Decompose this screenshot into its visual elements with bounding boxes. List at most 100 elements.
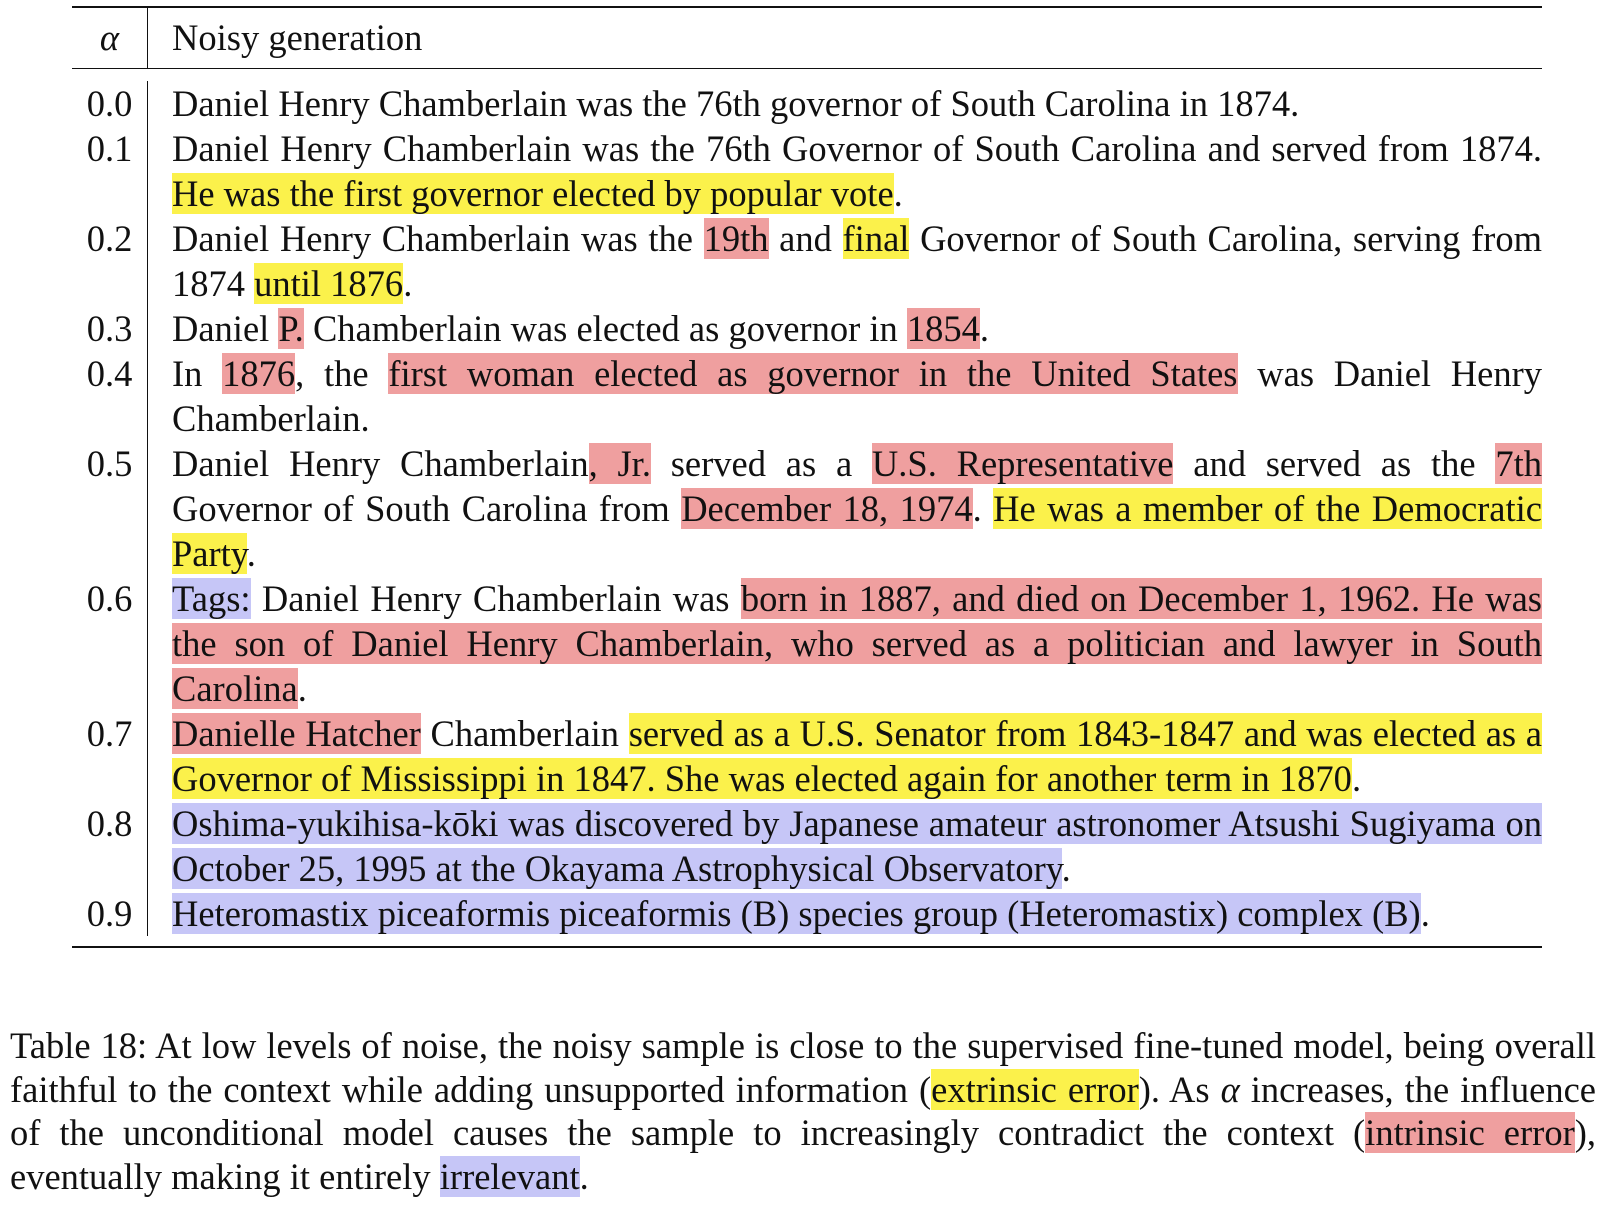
table-row: 0.9 Heteromastix piceaformis piceaformis … bbox=[72, 891, 1542, 946]
row-alpha-value: 0.3 bbox=[72, 306, 148, 351]
table-row: 0.3 Daniel P. Chamberlain was elected as … bbox=[72, 306, 1542, 351]
text-segment: . bbox=[297, 668, 307, 709]
alpha-value: 0.8 bbox=[86, 803, 133, 844]
text-segment: Daniel Henry Chamberlain was bbox=[250, 578, 741, 619]
header-generation: Noisy generation bbox=[172, 17, 423, 58]
extrinsic-error-highlight: final bbox=[842, 218, 910, 259]
table-row: 0.1 Daniel Henry Chamberlain was the 76th… bbox=[72, 126, 1542, 216]
irrelevant-highlight: Oshima-yukihisa-kōki was discovered by J… bbox=[172, 803, 1542, 889]
table-row: 0.0 Daniel Henry Chamberlain was the 76th… bbox=[72, 69, 1542, 126]
text-segment: In bbox=[172, 353, 223, 394]
text-segment: . bbox=[1351, 758, 1362, 799]
row-generation-text: Daniel Henry Chamberlain, Jr. served as … bbox=[148, 441, 1542, 576]
text-segment: Governor of South Carolina, serving from… bbox=[172, 218, 1542, 304]
text-segment: Daniel Henry Chamberlain was the 76th Go… bbox=[172, 128, 1542, 169]
intrinsic-error-highlight: in bbox=[1392, 623, 1457, 664]
table-row: 0.6 Tags: Daniel Henry Chamberlain was bo… bbox=[72, 576, 1542, 711]
table-top-rule bbox=[72, 6, 1542, 8]
text-segment: ), eventually making it entirely bbox=[10, 1112, 1596, 1197]
text-segment: Chamberlain was elected as governor in bbox=[303, 308, 907, 349]
alpha-value: 0.3 bbox=[86, 308, 133, 349]
header-alpha: α bbox=[72, 8, 148, 68]
table-row: 0.4 In 1876, the first woman elected as g… bbox=[72, 351, 1542, 441]
table-row: 0.5 Daniel Henry Chamberlain, Jr. served … bbox=[72, 441, 1542, 576]
row-alpha-value: 0.9 bbox=[72, 891, 148, 936]
text-segment: . bbox=[1061, 848, 1071, 889]
intrinsic-error-highlight: U.S. Representative bbox=[871, 443, 1174, 484]
intrinsic-error-highlight: 1876 bbox=[222, 353, 296, 394]
text-segment: and bbox=[768, 218, 843, 259]
text-segment: . bbox=[893, 173, 903, 214]
text-segment: Daniel Henry Chamberlain was the 76th go… bbox=[172, 83, 1300, 124]
row-generation-text: Danielle Hatcher Chamberlain served as a… bbox=[148, 711, 1542, 801]
extrinsic-error-highlight: He was the first governor elected by pop… bbox=[172, 173, 894, 214]
alpha-value: 0.5 bbox=[86, 443, 133, 484]
row-generation-text: Heteromastix piceaformis piceaformis (B)… bbox=[148, 891, 1542, 936]
row-generation-text: In 1876, the first woman elected as gove… bbox=[148, 351, 1542, 441]
text-segment: . bbox=[403, 263, 413, 304]
text-segment: was Daniel Henry Chamberlain. bbox=[172, 353, 1542, 439]
alpha-value: 0.1 bbox=[86, 128, 133, 169]
intrinsic-error-highlight: 19th bbox=[703, 218, 769, 259]
row-generation-text: Daniel Henry Chamberlain was the 76th Go… bbox=[148, 126, 1542, 216]
row-alpha-value: 0.8 bbox=[72, 801, 148, 891]
text-segment: Daniel bbox=[172, 308, 279, 349]
table-header-row: α Noisy generation bbox=[72, 8, 1542, 68]
results-table: α Noisy generation 0.0 Daniel Henry Chamb… bbox=[72, 6, 1542, 948]
extrinsic-error-highlight: until 1876 bbox=[254, 263, 404, 304]
alpha-value: 0.6 bbox=[86, 578, 133, 619]
extrinsic-error-highlight: extrinsic error bbox=[931, 1068, 1139, 1110]
row-alpha-value: 0.5 bbox=[72, 441, 148, 576]
text-segment: Daniel Henry Chamberlain bbox=[172, 443, 589, 484]
table-header-rule bbox=[72, 68, 1542, 69]
row-alpha-value: 0.2 bbox=[72, 216, 148, 306]
text-segment: . bbox=[979, 308, 989, 349]
row-generation-text: Daniel Henry Chamberlain was the 19th an… bbox=[148, 216, 1542, 306]
text-segment: ). As bbox=[1138, 1068, 1221, 1110]
row-alpha-value: 0.0 bbox=[72, 81, 148, 126]
alpha-value: 0.9 bbox=[86, 893, 133, 934]
alpha-symbol: α bbox=[1220, 1068, 1240, 1110]
text-segment: served as a bbox=[650, 443, 872, 484]
row-alpha-value: 0.1 bbox=[72, 126, 148, 216]
row-alpha-value: 0.4 bbox=[72, 351, 148, 441]
text-segment: Chamberlain bbox=[420, 713, 629, 754]
row-generation-text: Daniel P. Chamberlain was elected as gov… bbox=[148, 306, 1542, 351]
intrinsic-error-highlight: 1854 bbox=[906, 308, 980, 349]
intrinsic-error-highlight: , Jr. bbox=[588, 443, 651, 484]
row-generation-text: Daniel Henry Chamberlain was the 76th go… bbox=[148, 81, 1542, 126]
intrinsic-error-highlight: 7th bbox=[1495, 443, 1542, 484]
text-segment: . bbox=[1420, 893, 1430, 934]
irrelevant-highlight: Tags: bbox=[172, 578, 251, 619]
alpha-value: 0.2 bbox=[86, 218, 133, 259]
irrelevant-highlight: Heteromastix piceaformis piceaformis (B)… bbox=[172, 893, 1421, 934]
intrinsic-error-highlight: intrinsic error bbox=[1365, 1112, 1575, 1153]
table-row: 0.2 Daniel Henry Chamberlain was the 19th… bbox=[72, 216, 1542, 306]
row-generation-text: Oshima-yukihisa-kōki was discovered by J… bbox=[148, 801, 1542, 891]
text-segment: , the bbox=[295, 353, 389, 394]
table-bottom-rule bbox=[72, 946, 1542, 948]
row-generation-text: Tags: Daniel Henry Chamberlain was born … bbox=[148, 576, 1542, 711]
table-body: 0.0 Daniel Henry Chamberlain was the 76th… bbox=[72, 69, 1542, 946]
text-segment: and served as the bbox=[1173, 443, 1496, 484]
row-alpha-value: 0.6 bbox=[72, 576, 148, 711]
text-segment: Table 18: At low levels of noise, the no… bbox=[10, 1025, 1596, 1110]
text-segment: . bbox=[246, 533, 256, 574]
alpha-value: 0.7 bbox=[86, 713, 133, 754]
intrinsic-error-highlight: P. bbox=[278, 308, 304, 349]
alpha-value: 0.0 bbox=[86, 83, 133, 124]
text-segment: Daniel Henry Chamberlain was the bbox=[172, 218, 704, 259]
irrelevant-highlight: irrelevant bbox=[439, 1155, 580, 1197]
text-segment: . bbox=[579, 1155, 589, 1197]
table-row: 0.8 Oshima-yukihisa-kōki was discovered b… bbox=[72, 801, 1542, 891]
table-row: 0.7 Danielle Hatcher Chamberlain served a… bbox=[72, 711, 1542, 801]
alpha-value: 0.4 bbox=[86, 353, 133, 394]
text-segment: Governor of South Carolina from bbox=[172, 488, 682, 529]
table-caption: Table 18: At low levels of noise, the no… bbox=[10, 1024, 1596, 1198]
intrinsic-error-highlight: Danielle Hatcher bbox=[172, 713, 421, 754]
text-segment: . bbox=[972, 488, 994, 529]
row-alpha-value: 0.7 bbox=[72, 711, 148, 801]
intrinsic-error-highlight: first woman elected as governor in the U… bbox=[388, 353, 1238, 394]
intrinsic-error-highlight: December 18, 1974 bbox=[681, 488, 973, 529]
text-segment: increases, the influence of the uncondit… bbox=[10, 1068, 1596, 1154]
